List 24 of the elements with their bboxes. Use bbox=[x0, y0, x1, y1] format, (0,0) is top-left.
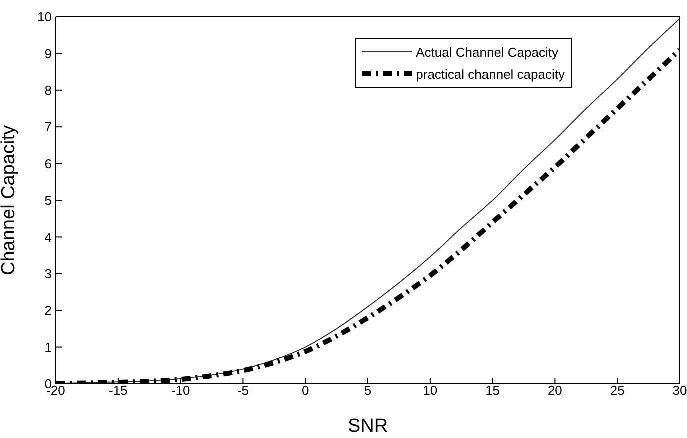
x-axis-title: SNR bbox=[348, 416, 388, 437]
legend-label: practical channel capacity bbox=[416, 66, 565, 82]
x-tick-label: -5 bbox=[237, 383, 249, 398]
y-tick-label: 8 bbox=[44, 83, 52, 98]
x-tick-label: -10 bbox=[171, 383, 190, 398]
x-tick-label: 10 bbox=[423, 383, 438, 398]
y-tick-label: 3 bbox=[44, 266, 52, 282]
legend-label: Actual Channel Capacity bbox=[416, 44, 558, 60]
x-tick-label: 15 bbox=[486, 383, 500, 398]
y-tick-label: 2 bbox=[44, 303, 52, 318]
y-tick-label: 10 bbox=[38, 10, 52, 25]
x-tick-label: 30 bbox=[672, 383, 687, 398]
y-tick-label: 6 bbox=[44, 156, 52, 172]
y-tick-label: 5 bbox=[44, 193, 52, 208]
x-tick-label: 25 bbox=[610, 383, 625, 398]
y-axis-title: Channel Capacity bbox=[0, 125, 20, 276]
x-tick-label: 20 bbox=[548, 383, 562, 398]
y-tick-label: 1 bbox=[44, 340, 52, 355]
y-tick-label: 4 bbox=[44, 230, 52, 245]
x-tick-label: 0 bbox=[302, 383, 310, 398]
x-tick-label: 5 bbox=[364, 383, 372, 398]
x-tick-label: -15 bbox=[109, 383, 128, 398]
y-tick-label: 9 bbox=[44, 46, 52, 62]
y-tick-label: 7 bbox=[44, 120, 52, 135]
